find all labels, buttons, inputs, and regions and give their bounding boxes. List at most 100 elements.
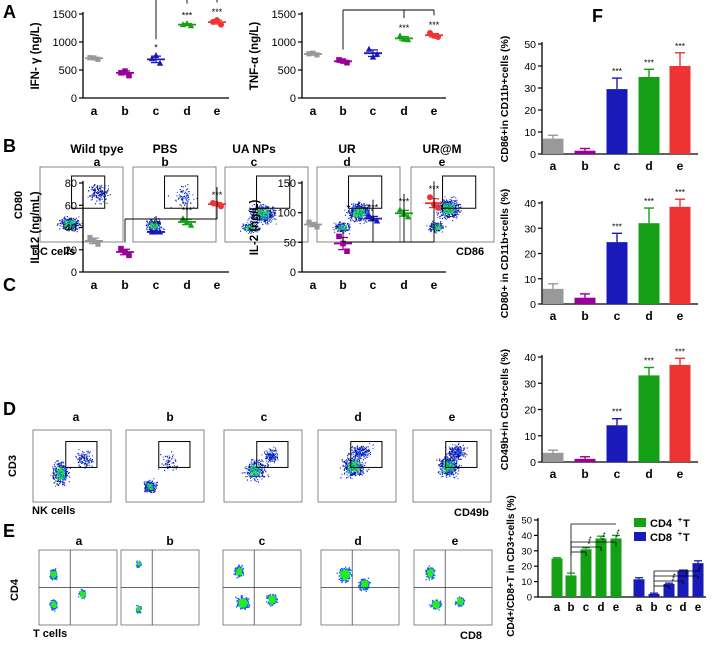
event-dot [180,195,182,197]
event-dot [360,472,362,474]
event-dot [334,226,336,228]
event-dot [266,213,268,215]
event-dot [254,474,256,477]
event-dot [254,207,256,209]
event-dot [264,215,266,217]
event-dot [347,455,349,457]
event-dot [435,224,438,226]
event-dot [434,228,436,230]
gate-box [164,175,199,209]
event-dot [248,474,250,477]
event-dot [348,228,350,230]
event-dot [92,186,94,189]
event-dot [151,221,153,224]
event-dot [250,226,252,228]
event-dot [147,225,149,227]
event-dot [351,460,353,462]
event-dot [449,199,451,201]
gate-box [348,175,383,209]
event-dot [356,220,358,222]
event-dot [262,475,264,477]
event-dot [273,453,275,455]
event-dot [442,203,444,205]
event-dot [150,220,152,222]
event-dot [168,457,171,459]
event-dot [273,450,275,452]
event-dot [63,465,65,467]
event-dot [248,224,250,226]
event-dot [346,468,348,470]
event-dot [147,229,149,231]
event-dot [364,203,366,205]
event-dot [100,196,103,198]
event-dot [359,205,361,207]
event-dot [446,209,449,211]
event-dot [71,222,74,224]
event-dot [58,462,60,464]
event-dot [257,475,259,477]
event-dot [57,484,59,486]
event-dot [76,219,79,221]
event-dot [64,478,66,481]
event-dot [358,211,360,213]
event-dot [70,226,73,228]
event-dot [253,468,255,470]
event-dot [264,216,266,218]
event-dot [148,227,150,229]
event-dot [89,195,91,197]
event-dot [345,463,348,465]
event-dot [164,228,166,230]
event-dot [100,192,102,194]
event-dot [252,229,254,232]
event-dot [249,476,251,478]
event-dot [54,462,56,464]
event-dot [101,184,103,186]
event-dot [450,205,452,207]
event-dot [362,469,364,471]
event-dot [249,470,251,472]
event-dot [352,205,354,207]
event-dot [267,210,269,212]
event-dot [93,192,95,194]
event-dot [59,466,61,468]
event-dot [257,461,259,463]
event-dot [256,214,258,216]
event-dot [456,212,458,214]
gate-box [65,441,98,468]
event-dot [261,210,263,212]
event-dot [61,481,63,483]
event-dot [252,469,254,471]
event-dot [272,458,274,460]
event-dot [443,204,445,207]
event-dot [104,198,106,200]
event-dot [77,458,79,460]
event-dot [99,203,101,205]
event-dot [270,452,272,454]
event-dot [257,473,259,475]
event-dot [148,485,150,488]
event-dot [353,472,355,474]
event-dot [148,482,150,484]
event-dot [245,229,247,231]
event-dot [250,228,253,230]
event-dot [354,216,356,218]
event-dot [348,459,350,461]
event-dot [88,455,90,457]
event-dot [251,227,253,229]
event-dot [344,461,346,464]
event-dot [253,212,255,214]
event-dot [347,206,349,208]
event-dot [146,489,148,492]
event-dot [182,191,184,193]
event-dot [88,461,91,463]
event-dot [352,219,354,221]
event-dot [65,220,67,222]
event-dot [255,465,257,467]
event-dot [154,488,157,490]
event-dot [241,226,243,228]
event-dot [159,222,161,224]
event-dot [86,450,88,452]
event-dot [442,213,444,215]
event-dot [68,472,70,474]
